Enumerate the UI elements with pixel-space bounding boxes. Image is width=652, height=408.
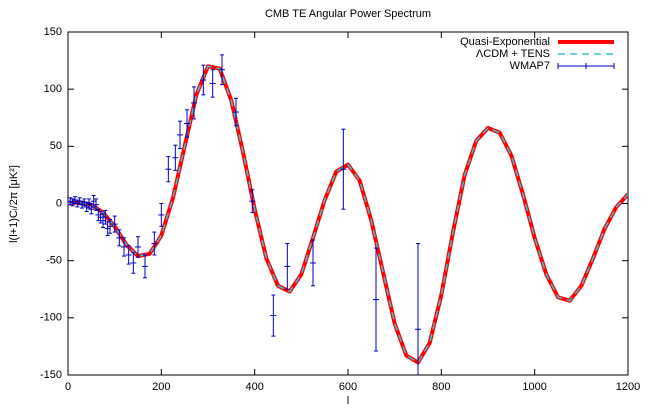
legend-label: Quasi-Exponential xyxy=(460,36,550,48)
x-tick-label: 400 xyxy=(245,381,263,393)
y-tick-label: 0 xyxy=(56,197,62,209)
y-tick-label: -150 xyxy=(40,369,62,381)
plot-area xyxy=(68,54,628,375)
y-tick-label: 100 xyxy=(44,83,62,95)
plot-frame xyxy=(67,31,629,376)
x-tick-label: 1000 xyxy=(522,381,546,393)
series-line xyxy=(68,65,628,364)
x-tick-label: 0 xyxy=(65,381,71,393)
x-axis-label: l xyxy=(347,395,349,407)
y-tick-label: 50 xyxy=(50,140,62,152)
legend-label: WMAP7 xyxy=(510,60,550,72)
series-line xyxy=(68,64,628,365)
y-tick-label: -50 xyxy=(46,255,62,267)
y-tick-label: 150 xyxy=(44,26,62,38)
chart-title: CMB TE Angular Power Spectrum xyxy=(265,8,431,20)
x-tick-label: 800 xyxy=(432,381,450,393)
x-tick-label: 200 xyxy=(152,381,170,393)
legend-label: ΛCDM + TENS xyxy=(476,48,550,60)
x-tick-label: 1200 xyxy=(616,381,640,393)
y-axis-label: l(l+1)Cₗ/2π [μK²] xyxy=(8,165,20,243)
y-tick-label: -100 xyxy=(40,312,62,324)
x-tick-label: 600 xyxy=(339,381,357,393)
